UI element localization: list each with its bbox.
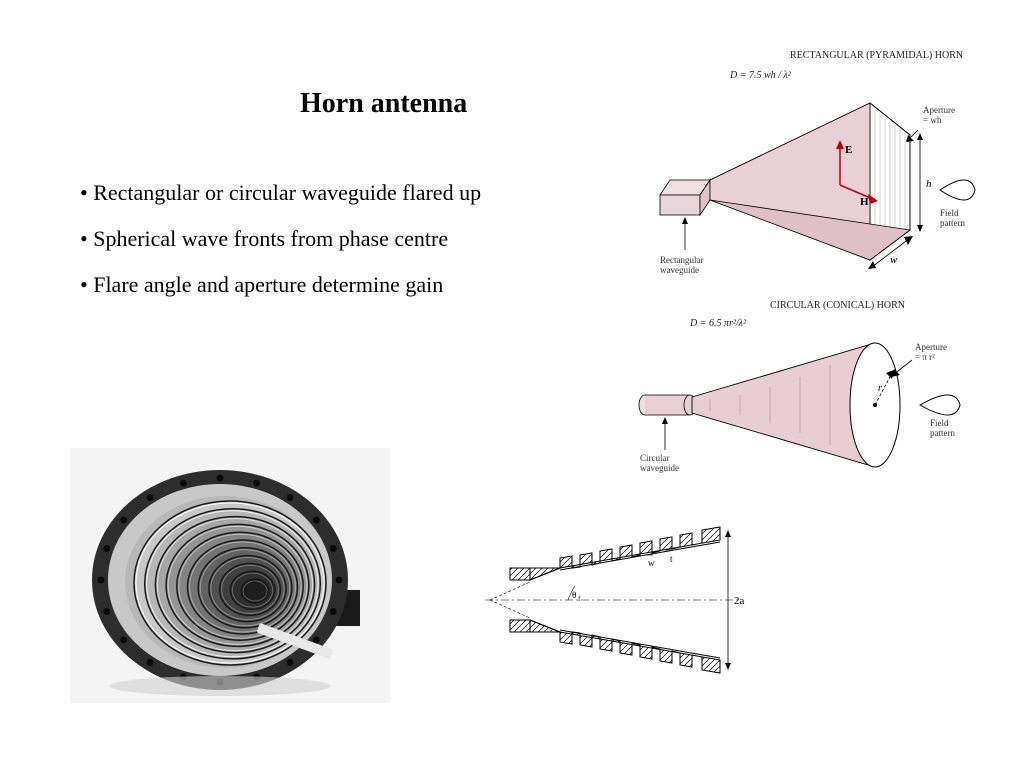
label-H: H [860,196,869,208]
label-waveguide: Rectangular waveguide [660,255,703,275]
label-E: E [845,144,852,156]
cross-section-diagram: 2a θf w t [480,510,780,690]
svg-text:r: r [878,383,882,394]
bullet-item: • Flare angle and aperture determine gai… [80,262,481,308]
label-aperture: Aperture = π r² [915,342,947,362]
label-aperture: Aperture = wh [923,105,955,125]
bullet-list: • Rectangular or circular waveguide flar… [80,170,481,309]
bullet-item: • Rectangular or circular waveguide flar… [80,170,481,216]
svg-text:t: t [670,554,673,564]
pyramidal-horn-diagram: RECTANGULAR (PYRAMIDAL) HORN D = 7.5 wh … [640,50,980,280]
label-field: Field pattern [930,418,955,438]
svg-text:θ: θ [572,590,576,600]
diagram-title: RECTANGULAR (PYRAMIDAL) HORN [790,50,963,61]
svg-text:2a: 2a [734,595,745,607]
conical-horn-diagram: CIRCULAR (CONICAL) HORN D = 6.5 πr²/λ² r [620,300,980,480]
horn-photo [70,448,390,703]
diagram-title: CIRCULAR (CONICAL) HORN [770,300,905,311]
label-field: Field pattern [940,208,965,228]
label-waveguide: Circular waveguide [640,453,679,473]
svg-text:h: h [926,178,932,190]
page-title: Horn antenna [300,88,467,120]
svg-text:f: f [578,595,581,603]
svg-text:w: w [648,558,655,568]
svg-text:w: w [890,254,898,266]
bullet-item: • Spherical wave fronts from phase centr… [80,216,481,262]
